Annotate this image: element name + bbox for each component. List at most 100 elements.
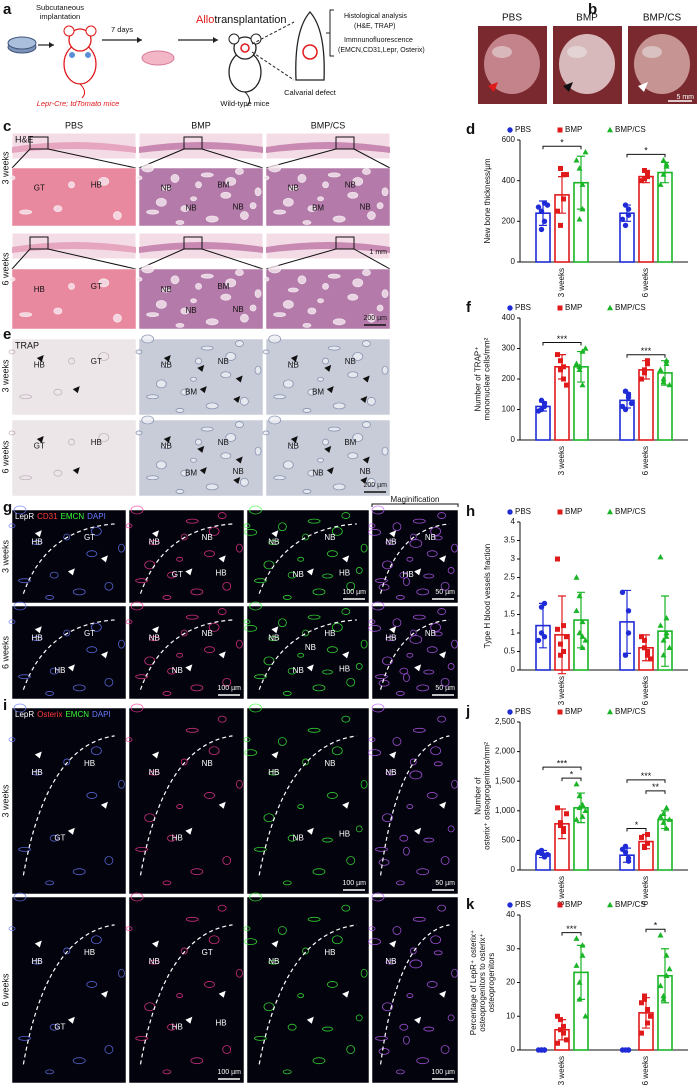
arrowhead <box>306 664 314 672</box>
texture <box>195 357 202 365</box>
texture <box>180 469 190 477</box>
texture <box>362 421 371 428</box>
zoom-box <box>183 136 203 150</box>
point <box>645 170 650 176</box>
texture <box>130 892 144 902</box>
texture <box>423 1026 435 1032</box>
texture <box>375 846 388 852</box>
texture <box>155 197 167 207</box>
tissue-label: NB <box>233 305 244 314</box>
texture <box>352 352 364 361</box>
significance-label: * <box>570 770 574 780</box>
texture <box>426 550 438 558</box>
point <box>558 823 563 829</box>
mouse-head <box>233 36 257 60</box>
significance-bracket <box>645 928 666 933</box>
texture <box>86 981 98 988</box>
mouse-tail <box>244 91 251 107</box>
tissue-label: BM <box>312 387 324 396</box>
scale-label: 100 µm <box>343 880 367 887</box>
tissue-label: HB <box>34 361 45 370</box>
tissue-label: NB <box>149 634 160 643</box>
tissue-label: GT <box>84 629 95 638</box>
panel-letter: d <box>466 121 475 138</box>
texture <box>366 211 376 220</box>
texture <box>268 334 282 344</box>
texture <box>447 663 455 670</box>
tissue-label: HB <box>172 833 183 842</box>
tissue-label: NB <box>293 833 304 842</box>
point <box>561 623 566 629</box>
point <box>607 126 613 133</box>
legend-label: PBS <box>515 707 531 716</box>
arrowhead <box>342 990 350 998</box>
boundary <box>22 523 115 594</box>
analysis-label: Histological analysis <box>344 13 408 20</box>
point <box>555 352 560 358</box>
point <box>538 208 545 214</box>
point <box>639 1030 644 1036</box>
arrowhead <box>34 751 42 759</box>
scale-label: 50 µm <box>435 880 455 887</box>
texture <box>312 868 326 876</box>
texture <box>208 526 220 536</box>
significance-bracket <box>626 354 666 358</box>
texture <box>135 276 143 282</box>
x-tick-label: 6 weeks <box>641 876 650 905</box>
y-tick-label: 30 <box>506 944 515 953</box>
texture <box>287 287 299 293</box>
texture <box>307 205 317 213</box>
texture <box>302 758 309 766</box>
point <box>538 630 545 636</box>
texture <box>395 1069 405 1075</box>
scale-label: 50 µm <box>435 589 455 596</box>
texture <box>205 318 219 326</box>
point <box>663 161 670 167</box>
point <box>642 168 647 173</box>
micrograph <box>128 707 245 895</box>
texture <box>362 340 371 347</box>
significance-bracket <box>626 779 666 783</box>
point <box>558 641 563 647</box>
defect-dot <box>240 43 250 53</box>
texture <box>430 935 442 945</box>
boundary <box>139 523 233 594</box>
point <box>561 829 566 835</box>
stain-name: LepR <box>15 710 34 719</box>
texture <box>45 595 55 600</box>
tissue-label: NB <box>288 442 299 451</box>
tissue-label: NB <box>385 957 396 966</box>
row-label: 3 weeks <box>0 151 10 185</box>
arrowhead <box>389 751 397 759</box>
texture <box>416 588 430 596</box>
point <box>622 222 629 229</box>
boundary <box>139 735 233 876</box>
arrowhead <box>36 355 44 362</box>
texture <box>200 172 214 178</box>
arrowhead <box>72 467 80 475</box>
boundary <box>258 735 357 876</box>
texture <box>327 172 341 178</box>
point <box>607 304 613 311</box>
point <box>645 840 650 846</box>
texture <box>135 175 143 181</box>
texture <box>331 526 343 536</box>
texture <box>322 1026 333 1032</box>
texture <box>262 430 270 436</box>
texture <box>346 581 356 591</box>
texture <box>205 215 219 223</box>
tissue-label: BM <box>185 468 197 477</box>
texture <box>385 770 397 776</box>
arrowhead <box>360 477 368 485</box>
arrowhead <box>152 530 159 538</box>
point <box>558 222 563 228</box>
point <box>579 942 586 948</box>
texture <box>385 959 397 965</box>
texture <box>412 727 426 733</box>
texture <box>277 522 287 532</box>
texture <box>63 533 71 541</box>
point <box>573 935 580 941</box>
mouse-ear <box>85 25 97 37</box>
arrowhead <box>342 801 350 809</box>
tissue-label: NB <box>161 183 172 192</box>
